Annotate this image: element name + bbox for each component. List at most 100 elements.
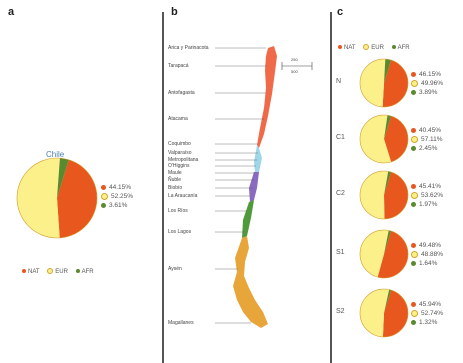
cluster-c1-pie-slice-nat	[384, 116, 409, 162]
cluster-values-n: 46.15% 49.96% 3.89%	[411, 70, 443, 97]
nat-dot-icon	[411, 183, 416, 189]
cluster-c1-pie-slice-afr	[384, 115, 392, 139]
divider-a-b	[162, 12, 164, 363]
cluster-n-pie-slice-afr	[384, 59, 392, 83]
cluster-value-eur: 57.11%	[411, 135, 443, 144]
cluster-pies-svg	[359, 58, 409, 338]
cluster-s2-pie-outline	[359, 288, 409, 338]
region-label-1: Tarapacá	[168, 63, 189, 69]
cluster-value-label: 49.96%	[421, 80, 444, 87]
cluster-s1-pie-slice-afr	[384, 230, 392, 254]
chile-pie	[16, 157, 98, 239]
afr-dot-icon	[411, 260, 416, 266]
chile-value-nat-label: 44.15%	[109, 184, 132, 191]
map-leader-lines	[215, 47, 267, 324]
nat-dot-icon	[411, 71, 416, 77]
panel-b-letter: b	[171, 6, 178, 18]
cluster-c2-pie-slice-eur	[360, 171, 389, 220]
region-label-0: Arica y Parinacota	[168, 45, 209, 51]
nat-dot-icon	[338, 45, 342, 49]
scale-top: 250	[291, 57, 298, 62]
region-label-15: Magallanes	[168, 320, 194, 326]
cluster-code-c2: C2	[336, 190, 345, 197]
region-label-5: Valparaíso	[168, 150, 192, 156]
cluster-value-label: 1.97%	[419, 201, 438, 208]
region-label-10: Biobío	[168, 185, 183, 191]
nat-dot-icon	[411, 242, 416, 248]
eur-dot-icon	[411, 79, 418, 87]
afr-dot-icon	[75, 269, 80, 273]
cluster-value-afr: 1.97%	[411, 200, 443, 209]
cluster-value-label: 2.45%	[419, 145, 438, 152]
legend-c-afr-label: AFR	[397, 44, 410, 51]
divider-b-c	[330, 12, 332, 363]
afr-dot-icon	[101, 202, 106, 208]
cluster-s2-pie-slice-eur	[360, 289, 390, 337]
chile-pie-slice-nat	[57, 159, 97, 238]
eur-dot-icon	[411, 309, 418, 317]
region-label-3: Atacama	[168, 116, 188, 122]
panel-b: b Arica y Parinacota Tarapacá Antofagasta A…	[165, 0, 330, 363]
cluster-values-c1: 40.45% 57.11% 2.45%	[411, 126, 443, 153]
map-south-1	[242, 200, 254, 238]
map-central-2	[249, 172, 259, 202]
region-label-9: Ñuble	[168, 177, 182, 183]
cluster-n-pie-slice-eur	[360, 59, 386, 107]
chile-pie-title: Chile	[46, 150, 65, 159]
legend-nat: NAT	[22, 269, 40, 275]
legend-c-nat: NAT	[338, 45, 356, 51]
chile-value-eur-label: 52.25%	[111, 193, 134, 200]
afr-dot-icon	[411, 89, 416, 95]
region-label-13: Los Lagos	[168, 229, 192, 235]
panel-a-legend: NAT EUR AFR	[22, 268, 100, 275]
cluster-value-afr: 1.32%	[411, 318, 443, 327]
cluster-c2-pie-slice-nat	[384, 172, 409, 219]
legend-afr: AFR	[75, 268, 94, 275]
cluster-value-nat: 45.41%	[411, 182, 443, 191]
legend-c-nat-label: NAT	[344, 44, 356, 51]
chile-value-eur: 52.25%	[101, 192, 133, 201]
cluster-c1-pie-outline	[359, 114, 409, 164]
legend-afr-label: AFR	[81, 268, 94, 275]
nat-dot-icon	[101, 184, 106, 190]
map-central-1	[254, 145, 262, 172]
cluster-c2-pie-slice-afr	[384, 171, 392, 195]
cluster-values-c2: 45.41% 53.62% 1.97%	[411, 182, 443, 209]
region-label-8: Maule	[168, 170, 182, 176]
cluster-value-afr: 2.45%	[411, 144, 443, 153]
cluster-value-eur: 48.88%	[411, 250, 443, 259]
cluster-code-c1: C1	[336, 134, 345, 141]
region-label-14: Aysén	[168, 266, 182, 272]
panel-a-letter: a	[8, 6, 15, 18]
eur-dot-icon	[411, 250, 418, 258]
region-label-6: Metropolitana	[168, 157, 199, 163]
legend-c-afr: AFR	[391, 44, 410, 51]
cluster-value-afr: 3.89%	[411, 88, 443, 97]
eur-dot-icon	[411, 191, 418, 199]
cluster-s1-pie-slice-nat	[377, 231, 409, 279]
cluster-value-label: 40.45%	[419, 127, 442, 134]
cluster-value-label: 49.48%	[419, 242, 442, 249]
afr-dot-icon	[411, 201, 416, 207]
chile-value-nat: 44.15%	[101, 183, 133, 192]
chile-value-afr-label: 3.61%	[109, 202, 128, 209]
eur-dot-icon	[363, 44, 370, 50]
cluster-s2-pie-slice-nat	[382, 290, 409, 338]
cluster-value-label: 1.64%	[419, 260, 438, 267]
cluster-value-nat: 45.94%	[411, 300, 443, 309]
legend-c-eur-label: EUR	[371, 44, 384, 51]
cluster-s2-pie-slice-afr	[384, 289, 392, 313]
nat-dot-icon	[411, 127, 416, 133]
cluster-n-pie-outline	[359, 58, 409, 108]
chile-value-afr: 3.61%	[101, 201, 133, 210]
cluster-n-pie-slice-nat	[382, 60, 409, 108]
cluster-value-label: 48.88%	[421, 251, 444, 258]
cluster-values-s1: 49.48% 48.88% 1.64%	[411, 241, 443, 268]
cluster-value-label: 3.89%	[419, 89, 438, 96]
chile-pie-outline	[16, 157, 98, 239]
panel-a: a Chile 44.15% 52.25% 3.61% NAT EUR AFR	[0, 0, 162, 363]
nat-dot-icon	[22, 269, 26, 273]
chile-map	[233, 46, 277, 328]
afr-dot-icon	[391, 45, 396, 49]
cluster-value-label: 53.62%	[421, 192, 444, 199]
